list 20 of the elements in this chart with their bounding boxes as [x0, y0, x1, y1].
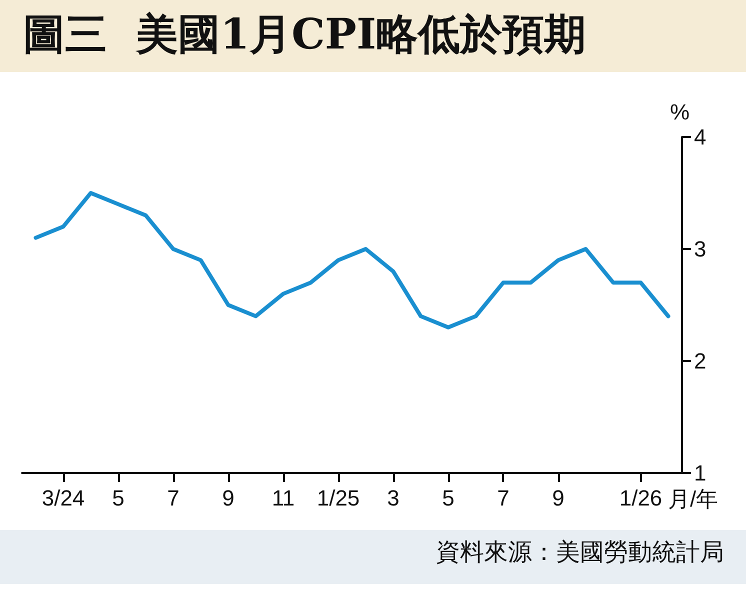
x-tick-label: 3	[387, 486, 400, 510]
x-tick-label: 11	[272, 486, 295, 510]
y-axis-title: %	[670, 100, 690, 124]
x-axis-title: 月/年	[668, 486, 718, 512]
x-tick-label: 7	[497, 486, 510, 510]
x-tick-label: 9	[222, 486, 234, 510]
x-tick-label: 1/25	[316, 486, 360, 510]
x-tick-label: 9	[552, 486, 564, 510]
line-series	[34, 191, 670, 330]
chart-title: 圖三 美國1月CPI略低於預期	[23, 10, 586, 58]
source-note: 資料來源：美國勞動統計局	[436, 538, 724, 566]
y-tick-label: 3	[694, 236, 706, 262]
x-tick-label: 7	[167, 486, 180, 510]
y-tick-label: 1	[694, 460, 706, 486]
x-tick-label: 5	[112, 486, 124, 510]
x-tick-label: 3/24	[42, 486, 85, 510]
y-tick-label: 4	[694, 124, 706, 150]
y-tick-label: 2	[694, 348, 706, 374]
x-tick-label: 1/26	[619, 486, 662, 510]
x-tick-label: 5	[442, 486, 454, 510]
